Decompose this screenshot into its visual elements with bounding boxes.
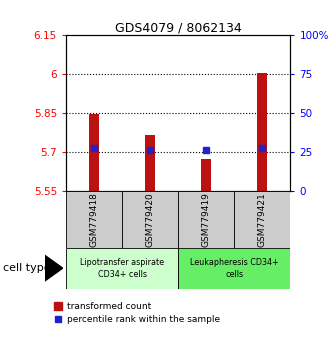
Text: GSM779419: GSM779419	[202, 192, 211, 247]
Text: GSM779418: GSM779418	[89, 192, 99, 247]
Bar	[178, 191, 234, 248]
Bar	[257, 73, 267, 191]
Bar	[178, 248, 290, 289]
Text: GSM779421: GSM779421	[258, 192, 267, 247]
Bar	[66, 248, 178, 289]
Bar	[145, 135, 155, 191]
Title: GDS4079 / 8062134: GDS4079 / 8062134	[115, 21, 242, 34]
Text: Lipotransfer aspirate
CD34+ cells: Lipotransfer aspirate CD34+ cells	[80, 258, 164, 279]
Bar	[122, 191, 178, 248]
Bar	[89, 114, 99, 191]
Bar	[66, 191, 122, 248]
Text: GSM779420: GSM779420	[146, 192, 155, 247]
Bar	[201, 159, 211, 191]
Legend: transformed count, percentile rank within the sample: transformed count, percentile rank withi…	[54, 302, 220, 324]
Polygon shape	[45, 255, 63, 281]
Text: Leukapheresis CD34+
cells: Leukapheresis CD34+ cells	[190, 258, 279, 279]
Bar	[234, 191, 290, 248]
Text: cell type: cell type	[3, 263, 51, 273]
